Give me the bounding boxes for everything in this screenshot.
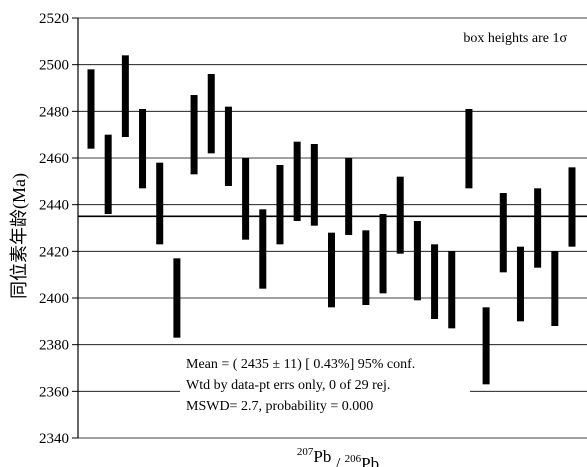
error-box [310,144,318,226]
x-axis-label-text: Pb [361,454,379,467]
error-box [568,167,576,247]
error-box [396,176,404,254]
error-box [465,109,473,189]
x-axis-label-superscript: 207 [297,446,314,458]
error-box [293,141,301,221]
y-tick-label: 2460 [39,151,69,167]
stats-line-mean: Mean = ( 2435 ± 11) [ 0.43%] 95% conf. [186,357,415,372]
stats-line-mswd: MSWD= 2.7, probability = 0.000 [186,399,373,414]
error-box [448,251,456,329]
error-box [242,158,250,240]
stats-box [180,351,470,421]
error-box [207,74,215,154]
error-box [379,214,387,294]
error-box [328,232,335,308]
error-box [173,258,181,338]
y-tick-label: 2360 [39,384,69,400]
error-box [431,244,439,319]
error-boxes [87,55,576,385]
x-axis-label-superscript: 206 [345,453,362,465]
error-box [87,69,95,149]
x-axis-label-text: / [331,454,344,467]
error-box [139,109,147,189]
y-tick-label: 2340 [39,431,69,447]
y-tick-label: 2440 [39,198,69,214]
error-box [259,209,267,289]
error-box [362,230,370,305]
y-tick-label: 2420 [39,244,69,260]
error-box [104,134,112,214]
error-box [413,221,421,301]
error-box [276,165,284,245]
error-box [482,307,490,385]
y-tick-label: 2500 [39,58,69,74]
error-box [551,251,559,326]
axes [72,17,79,439]
error-box [190,95,198,175]
stats-line-weighting: Wtd by data-pt errs only, 0 of 29 rej. [186,378,390,393]
error-box [516,246,524,322]
error-box [156,162,164,245]
y-tick-label: 2400 [39,291,69,307]
box-height-note: box heights are 1σ [463,31,567,46]
error-box [224,106,232,186]
y-tick-labels: 2340 2360 2380 2400 2420 2440 2460 2480 2500 2520 [39,11,69,447]
x-axis-label: 207Pb / 206Pb [297,446,379,467]
error-box [121,55,129,138]
y-tick-label: 2380 [39,338,69,354]
y-axis-label: 同位素年龄(Ma) [9,173,30,299]
y-tick-label: 2520 [39,11,69,27]
y-tick-label: 2480 [39,104,69,120]
error-box [499,193,507,273]
error-box [534,188,542,268]
x-axis-label-text: Pb [313,447,331,466]
error-box [345,158,353,235]
